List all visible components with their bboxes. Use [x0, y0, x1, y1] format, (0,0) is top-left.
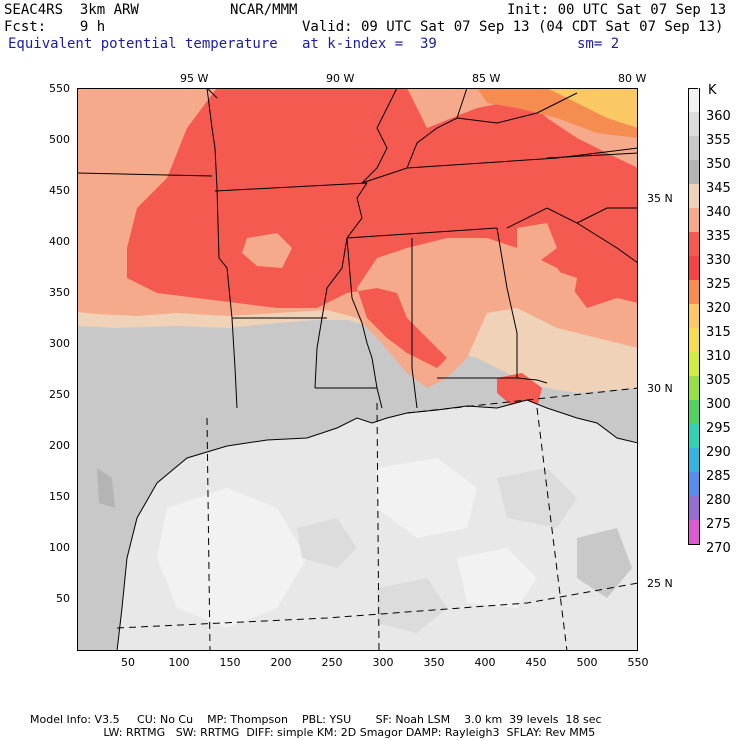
forecast-hour: Fcst: 9 h	[4, 19, 106, 35]
lon-label: 90 W	[326, 72, 355, 85]
legend-label: 310	[706, 349, 731, 364]
legend-label: 320	[706, 301, 731, 316]
legend-swatch	[688, 328, 700, 353]
legend-label: 305	[706, 373, 731, 388]
y-tick: 550	[49, 82, 70, 95]
legend-label: 275	[706, 517, 731, 532]
legend-swatch	[688, 232, 700, 257]
legend-swatch	[688, 352, 700, 377]
center-name: NCAR/MMM	[230, 2, 298, 18]
y-tick: 200	[49, 439, 70, 452]
legend-label: 340	[706, 205, 731, 220]
y-tick: 300	[49, 337, 70, 350]
y-tick: 500	[49, 133, 70, 146]
legend-swatch	[688, 160, 700, 185]
x-tick: 150	[219, 656, 241, 669]
legend-swatch	[688, 472, 700, 497]
field-name: Equivalent potential temperature	[8, 36, 278, 52]
legend-swatch	[688, 88, 700, 113]
map-plot	[77, 88, 638, 651]
x-tick: 350	[423, 656, 445, 669]
y-tick: 50	[56, 592, 70, 605]
legend-swatch	[688, 520, 700, 545]
legend-swatch	[688, 448, 700, 473]
x-tick: 50	[121, 656, 135, 669]
legend-swatch	[688, 256, 700, 281]
lat-label: 35 N	[647, 192, 673, 205]
legend-swatch	[688, 496, 700, 521]
legend-label: 285	[706, 469, 731, 484]
legend-swatch	[688, 112, 700, 137]
model-name: SEAC4RS 3km ARW	[4, 2, 139, 18]
y-tick: 250	[49, 388, 70, 401]
x-tick: 200	[270, 656, 292, 669]
legend-swatch	[688, 184, 700, 209]
legend-label: 335	[706, 229, 731, 244]
legend-label: 360	[706, 109, 731, 124]
legend-label: 350	[706, 157, 731, 172]
lat-label: 25 N	[647, 577, 673, 590]
y-tick: 450	[49, 184, 70, 197]
x-tick: 300	[372, 656, 394, 669]
y-tick: 400	[49, 235, 70, 248]
lat-label: 30 N	[647, 382, 673, 395]
legend-label: 295	[706, 421, 731, 436]
init-time: Init: 00 UTC Sat 07 Sep 13	[507, 2, 727, 18]
x-tick: 100	[168, 656, 190, 669]
legend-label: 330	[706, 253, 731, 268]
legend-swatch	[688, 424, 700, 449]
zone-320	[547, 88, 638, 128]
legend-label: 355	[706, 133, 731, 148]
legend-swatch	[688, 400, 700, 425]
x-tick: 250	[321, 656, 343, 669]
legend-label: 270	[706, 541, 731, 556]
legend-swatch	[688, 136, 700, 161]
model-info-line1: Model Info: V3.5 CU: No Cu MP: Thompson …	[30, 713, 602, 726]
legend-label: 345	[706, 181, 731, 196]
legend-unit: K	[708, 83, 717, 98]
legend-swatch	[688, 376, 700, 401]
legend-swatch	[688, 208, 700, 233]
x-tick: 500	[576, 656, 598, 669]
legend-swatch	[688, 280, 700, 305]
legend-label: 290	[706, 445, 731, 460]
legend-label: 315	[706, 325, 731, 340]
model-info-line2: LW: RRTMG SW: RRTMG DIFF: simple KM: 2D …	[30, 726, 596, 739]
zone-330	[127, 88, 638, 368]
y-tick: 150	[49, 490, 70, 503]
x-tick: 550	[627, 656, 649, 669]
lon-label: 80 W	[618, 72, 647, 85]
legend-label: 280	[706, 493, 731, 508]
legend-label: 325	[706, 277, 731, 292]
x-tick: 400	[474, 656, 496, 669]
valid-time: Valid: 09 UTC Sat 07 Sep 13 (04 CDT Sat …	[302, 19, 724, 35]
level-index: at k-index = 39	[302, 36, 437, 52]
smoothing: sm= 2	[577, 36, 620, 52]
legend-label: 300	[706, 397, 731, 412]
x-tick: 450	[525, 656, 547, 669]
legend-swatch	[688, 304, 700, 329]
y-tick: 350	[49, 286, 70, 299]
y-tick: 100	[49, 541, 70, 554]
lon-label: 85 W	[472, 72, 501, 85]
lon-label: 95 W	[180, 72, 209, 85]
